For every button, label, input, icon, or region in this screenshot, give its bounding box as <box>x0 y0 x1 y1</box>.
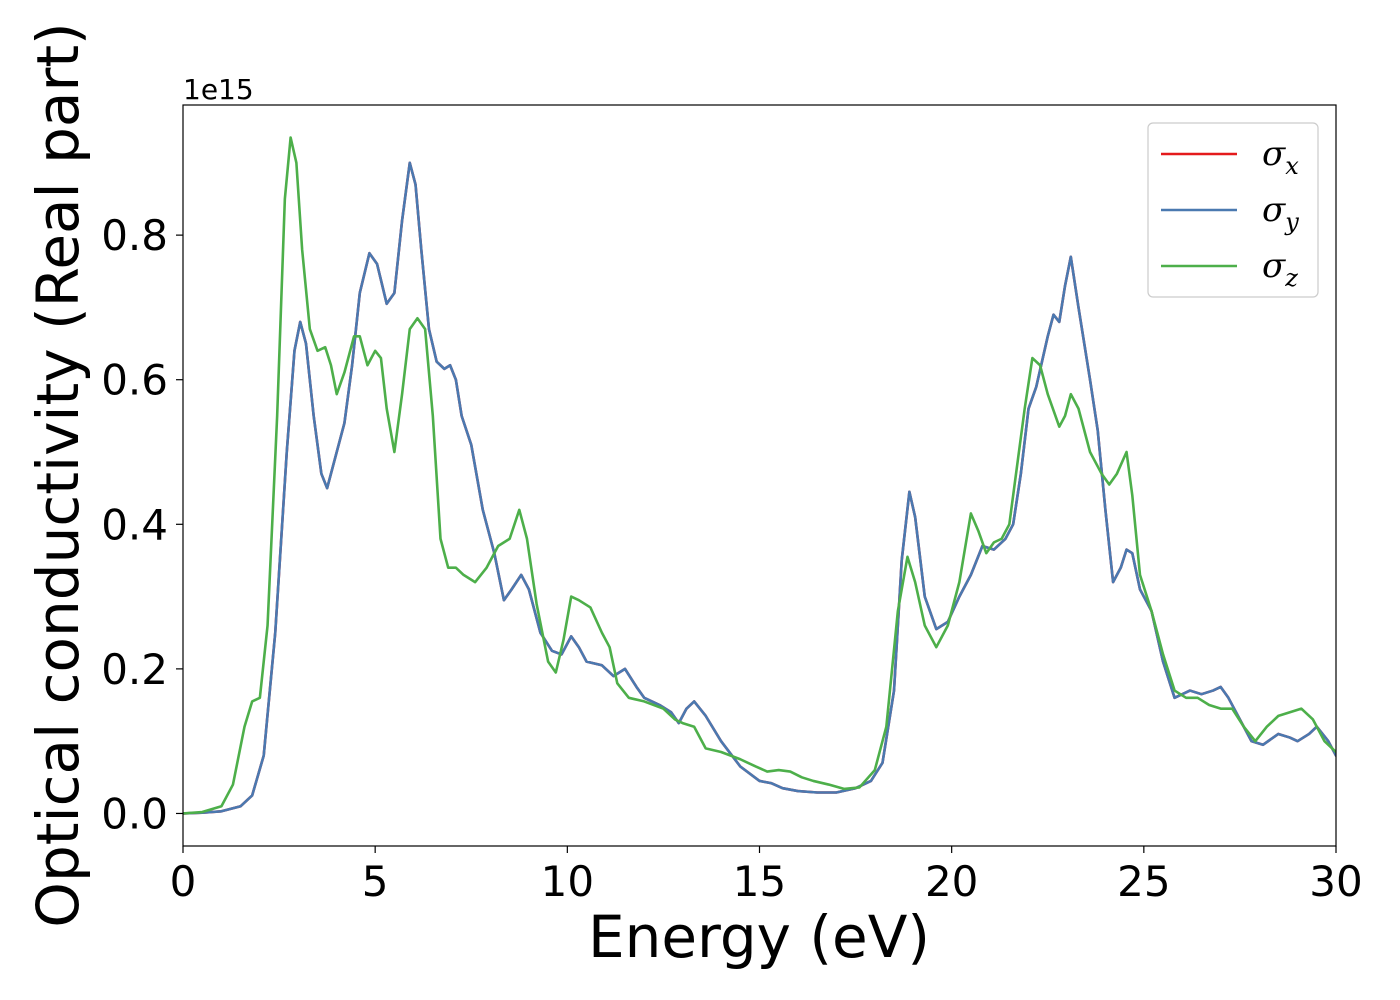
y-axis-title: Optical conductivity (Real part) <box>24 22 92 927</box>
series-layer <box>183 136 1336 815</box>
x-tick-label: 20 <box>925 857 978 906</box>
y-tick-label: 0.4 <box>101 500 168 549</box>
y-tick-label: 0.6 <box>101 356 168 405</box>
x-axis: 0 5 10 15 20 25 30 <box>170 846 1363 906</box>
x-tick-label: 30 <box>1309 857 1362 906</box>
series-line-sigma-z <box>183 136 1336 815</box>
legend-label-sigma-z: σz <box>1262 246 1298 292</box>
series-line-sigma-y <box>183 161 1336 815</box>
y-tick-label: 0.0 <box>101 789 168 838</box>
legend: σx σy σz <box>1147 122 1319 298</box>
legend-label-sigma-x: σx <box>1262 134 1299 180</box>
y-tick-label: 0.2 <box>101 645 168 694</box>
y-axis: 0.0 0.2 0.4 0.6 0.8 <box>101 211 183 838</box>
y-tick-label: 0.8 <box>101 211 168 260</box>
x-tick-label: 25 <box>1117 857 1170 906</box>
y-axis-offset-label: 1e15 <box>183 73 254 106</box>
x-tick-label: 0 <box>170 857 197 906</box>
x-tick-label: 10 <box>541 857 594 906</box>
legend-label-sigma-y: σy <box>1262 190 1299 236</box>
x-tick-label: 15 <box>733 857 786 906</box>
x-tick-label: 5 <box>362 857 389 906</box>
x-axis-title: Energy (eV) <box>588 903 930 971</box>
